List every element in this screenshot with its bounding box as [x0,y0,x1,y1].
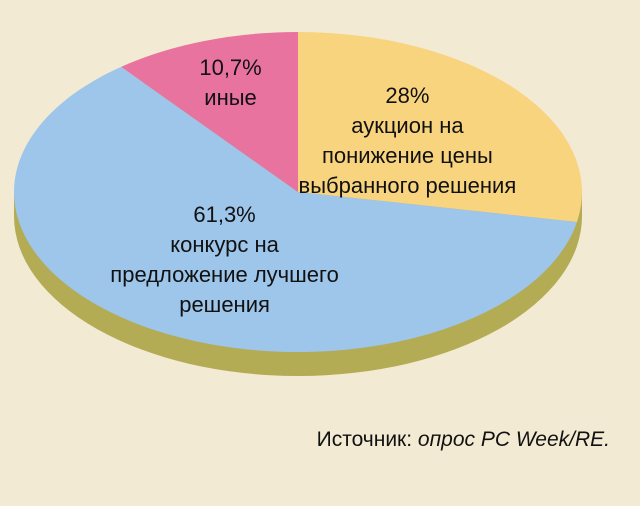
source: Источник: опрос PC Week/RE. [317,428,610,452]
value-label: 28% [385,83,430,108]
category-label: конкурс на предложение лучшего решения [110,232,339,318]
pie-slice [121,32,299,192]
pie-slice [14,66,577,352]
value-label: 61,3% [193,202,256,228]
slice-label: 61,3% конкурс на предложение лучшего реше… [110,200,340,320]
slice-label: 10,7% иные [176,53,286,113]
source-text: опрос PC Week/RE. [417,428,610,451]
pie-slice [298,32,583,222]
value-label: 10,7% [199,55,262,81]
source-prefix: Источник: [316,428,413,451]
category-label: аукцион на понижение цены выбранного реш… [298,113,517,198]
category-label: иные [204,85,257,111]
slice-label: 28% аукцион на понижение цены выбранного … [292,81,522,201]
